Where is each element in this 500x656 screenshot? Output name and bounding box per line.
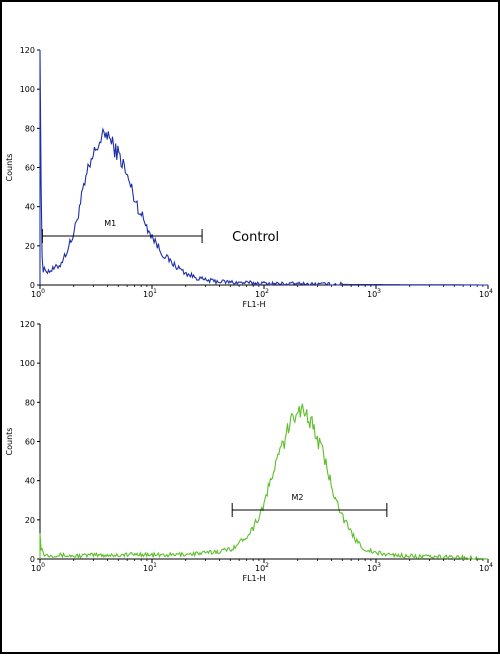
x-tick-exponent: 1 — [153, 288, 157, 295]
y-tick-label: 100 — [20, 85, 35, 94]
x-tick-exponent: 4 — [489, 288, 493, 295]
sample-annotation: Control — [232, 230, 279, 245]
y-tick-label: 20 — [25, 242, 35, 251]
x-tick-exponent: 2 — [265, 562, 269, 569]
x-tick-exponent: 0 — [41, 288, 45, 295]
x-tick-label: 102 — [255, 562, 269, 573]
x-tick-base: 10 — [367, 564, 377, 573]
y-tick-label: 60 — [25, 164, 35, 173]
x-tick-label: 103 — [367, 562, 381, 573]
y-axis-label: Counts — [5, 154, 14, 182]
marker-label: M1 — [104, 219, 116, 228]
x-tick-base: 10 — [143, 290, 153, 299]
x-tick-exponent: 3 — [377, 288, 381, 295]
x-tick-label: 100 — [31, 288, 45, 299]
x-tick-base: 10 — [255, 290, 265, 299]
x-tick-label: 101 — [143, 288, 157, 299]
x-tick-base: 10 — [143, 564, 153, 573]
x-tick-base: 10 — [31, 290, 41, 299]
x-tick-exponent: 2 — [265, 288, 269, 295]
y-tick-label: 80 — [25, 398, 35, 407]
y-axis-label: Counts — [5, 428, 14, 456]
y-tick-label: 20 — [25, 516, 35, 525]
x-tick-label: 103 — [367, 288, 381, 299]
x-axis-label: FL1-H — [242, 300, 265, 309]
y-tick-label: 120 — [20, 320, 35, 329]
y-tick-label: 40 — [25, 477, 35, 486]
y-tick-label: 0 — [30, 281, 35, 290]
x-tick-base: 10 — [367, 290, 377, 299]
x-tick-base: 10 — [479, 564, 489, 573]
x-tick-base: 10 — [31, 564, 41, 573]
y-tick-label: 40 — [25, 203, 35, 212]
x-axis-label: FL1-H — [242, 574, 265, 583]
x-tick-base: 10 — [479, 290, 489, 299]
y-tick-label: 80 — [25, 124, 35, 133]
x-tick-base: 10 — [255, 564, 265, 573]
x-tick-label: 100 — [31, 562, 45, 573]
y-tick-label: 60 — [25, 438, 35, 447]
y-tick-label: 120 — [20, 46, 35, 55]
x-tick-label: 104 — [479, 288, 493, 299]
x-tick-label: 104 — [479, 562, 493, 573]
histogram-series-line — [39, 49, 488, 287]
y-tick-label: 100 — [20, 359, 35, 368]
histogram-series-line — [39, 403, 489, 561]
marker-label: M2 — [292, 493, 304, 502]
x-tick-label: 101 — [143, 562, 157, 573]
y-tick-label: 0 — [30, 555, 35, 564]
x-tick-exponent: 0 — [41, 562, 45, 569]
x-tick-exponent: 4 — [489, 562, 493, 569]
x-tick-label: 102 — [255, 288, 269, 299]
x-tick-exponent: 3 — [377, 562, 381, 569]
x-tick-exponent: 1 — [153, 562, 157, 569]
